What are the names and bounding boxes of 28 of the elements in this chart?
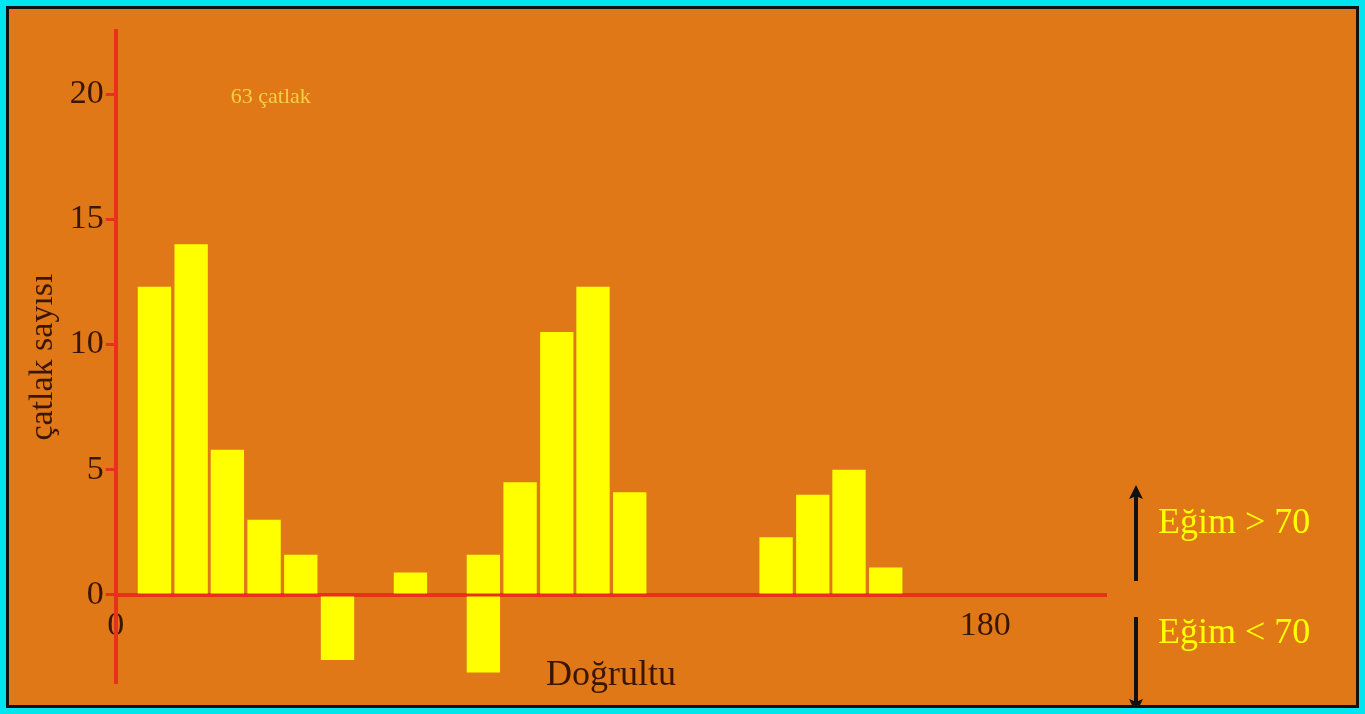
annotation: 63 çatlak [230, 83, 311, 109]
x-tick-label: 180 [959, 605, 1011, 643]
bar [759, 537, 793, 594]
text: Eğim < 70 [1158, 609, 1311, 652]
bar [247, 519, 281, 594]
bar [393, 572, 428, 594]
y-axis-title: çatlak sayısı [22, 273, 60, 441]
y-tick-label: 20 [69, 72, 104, 110]
bar [796, 494, 830, 594]
bar [540, 331, 574, 594]
bar [503, 482, 537, 594]
bar [174, 244, 208, 594]
bar [320, 596, 355, 661]
bar [466, 596, 501, 673]
y-tick-label: 10 [69, 323, 104, 361]
y-tick-label: 0 [86, 573, 104, 611]
bar [137, 286, 172, 594]
y-tick-label: 15 [69, 198, 104, 236]
bar [613, 492, 647, 594]
bar [832, 469, 866, 594]
bar [210, 449, 245, 594]
bar [576, 286, 610, 594]
bar [869, 567, 903, 594]
bar [466, 554, 501, 594]
y-tick-label: 5 [86, 448, 104, 486]
text: Eğim > 70 [1158, 499, 1311, 542]
bar [284, 554, 318, 594]
x-axis-title: Doğrultu [545, 652, 676, 693]
